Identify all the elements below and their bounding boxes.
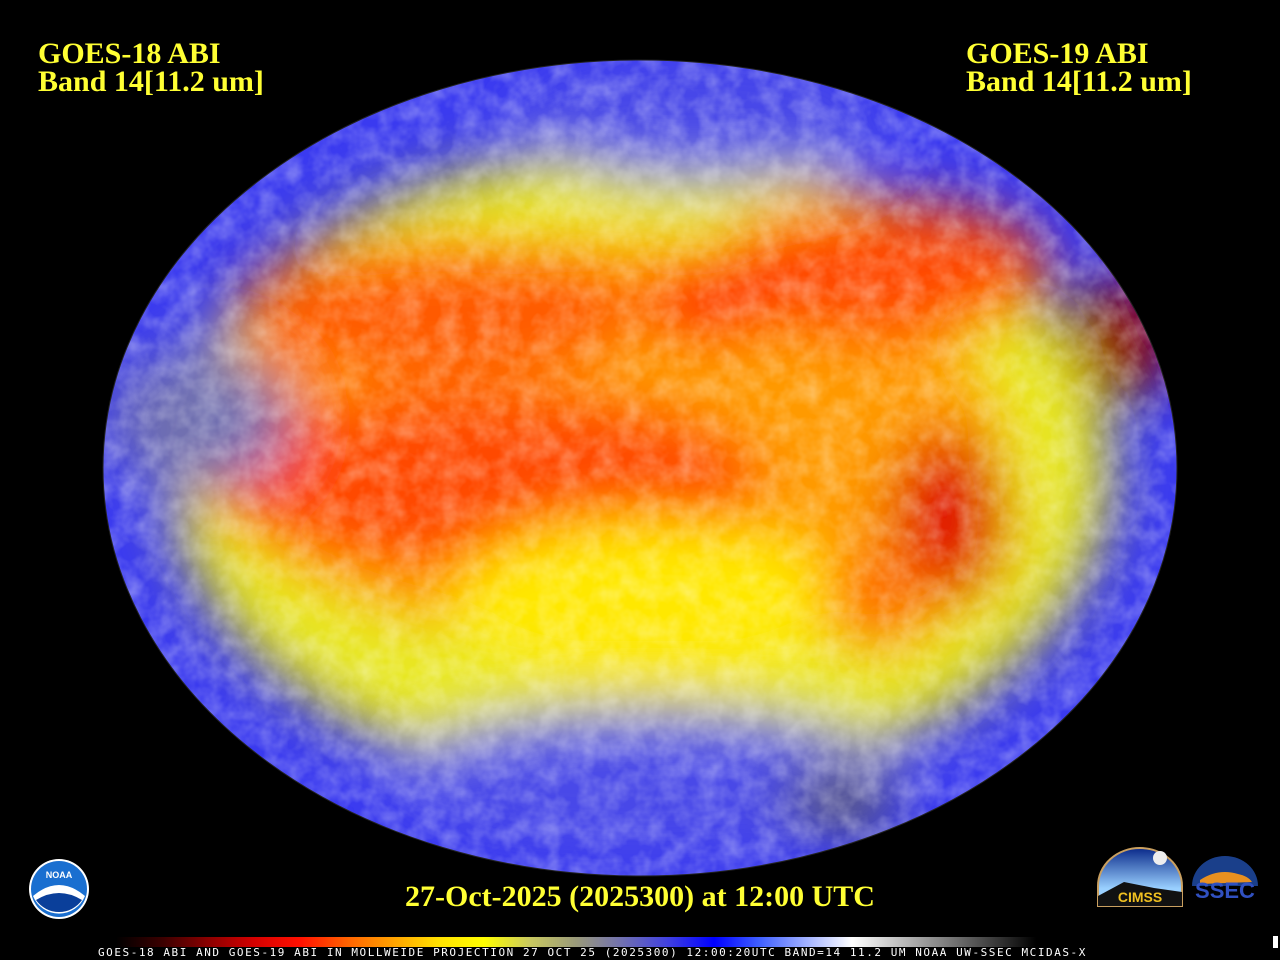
image-caption: GOES-18 ABI AND GOES-19 ABI IN MOLLWEIDE… [98,946,1087,959]
temperature-colorbar [116,937,1036,947]
right-satellite-name: GOES-19 ABI [966,37,1149,70]
left-band-label: Band 14[11.2 um] [38,65,264,98]
cimss-logo: CIMSS [1097,847,1183,907]
left-satellite-label: GOES-18 ABI Band 14[11.2 um] [38,37,264,98]
svg-text:SSEC: SSEC [1195,878,1255,903]
right-satellite-label: GOES-19 ABI Band 14[11.2 um] [966,37,1192,98]
noaa-logo: NOAA [29,859,89,919]
image-timestamp: 27-Oct-2025 (2025300) at 12:00 UTC [405,880,875,913]
ssec-logo: SSEC [1192,856,1258,903]
text-cursor [1273,936,1278,948]
right-band-label: Band 14[11.2 um] [966,65,1192,98]
left-satellite-name: GOES-18 ABI [38,37,221,70]
svg-text:CIMSS: CIMSS [1118,889,1162,905]
svg-text:NOAA: NOAA [46,870,73,880]
